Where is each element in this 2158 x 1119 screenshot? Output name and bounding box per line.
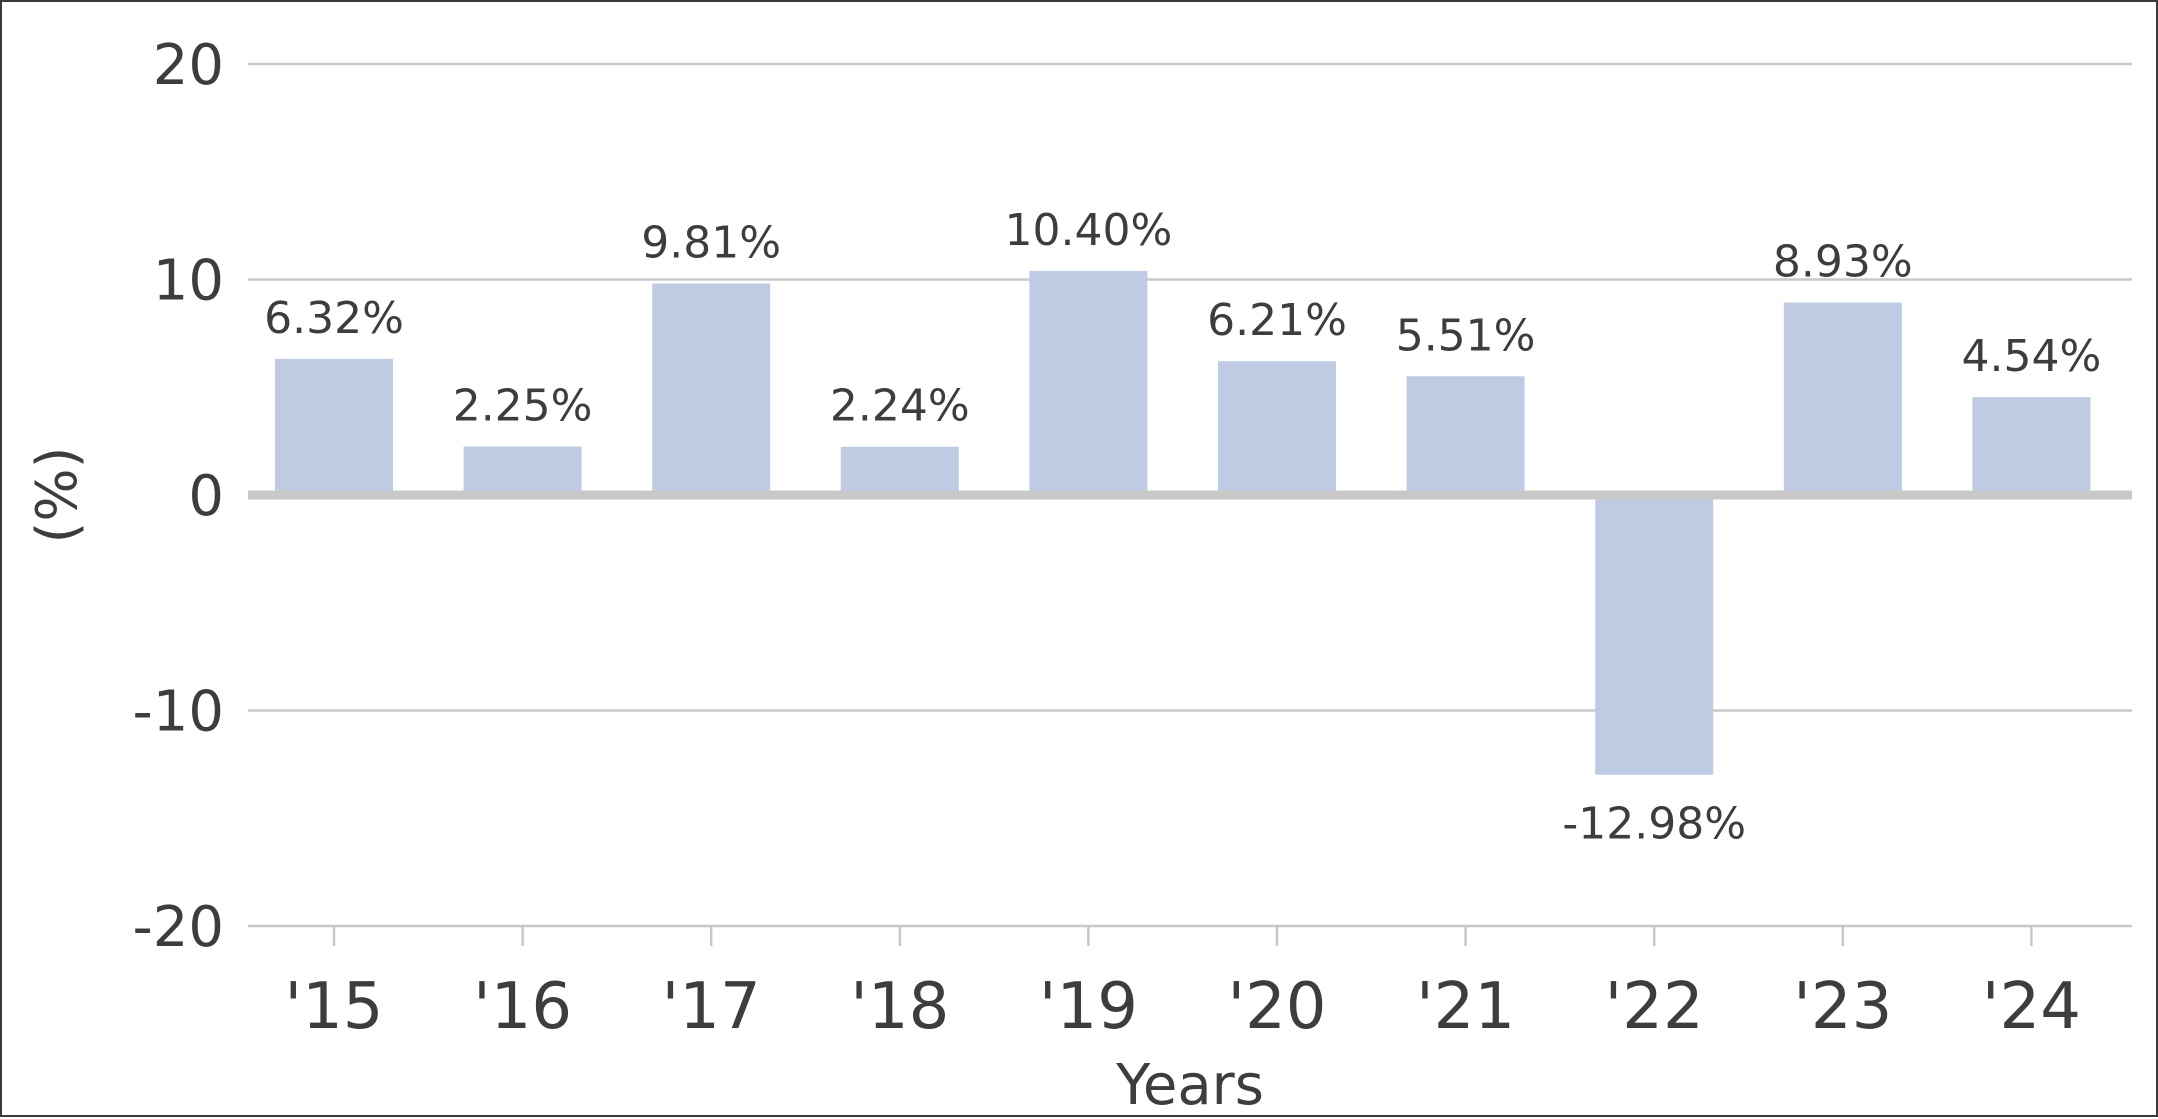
data-label: 9.81%	[641, 218, 781, 269]
bar	[1406, 376, 1525, 495]
bar	[840, 446, 959, 495]
x-tick-label: '17	[662, 970, 761, 1044]
data-label: 10.40%	[1005, 205, 1173, 256]
bar	[1218, 361, 1336, 495]
y-tick-label: -10	[133, 680, 224, 745]
data-label: 6.32%	[264, 293, 404, 344]
data-label: 6.21%	[1207, 295, 1347, 346]
data-label: 2.25%	[453, 381, 593, 432]
bar	[1783, 302, 1902, 495]
x-tick-label: '23	[1793, 970, 1892, 1044]
x-tick-label: '20	[1227, 970, 1326, 1044]
x-tick-labels: '15 '16 '17 '18 '19 '20 '21 '22 '23 '24	[284, 970, 2080, 1044]
data-label: 4.54%	[1962, 331, 2102, 382]
y-tick-labels: 20 10 0 -10 -20	[133, 33, 224, 960]
y-tick-label: 10	[153, 249, 224, 314]
bar	[275, 358, 393, 495]
y-tick-label: -20	[133, 895, 224, 960]
bar	[652, 283, 771, 495]
data-labels: 6.32% 2.25% 9.81% 2.24% 10.40% 6.21% 5.51% -12.…	[264, 205, 2101, 850]
bars	[275, 270, 2091, 775]
bar	[1029, 270, 1148, 495]
data-label: 2.24%	[830, 381, 970, 432]
x-tick-label: '18	[850, 970, 949, 1044]
x-axis-title: Years	[1115, 1053, 1264, 1118]
x-tick-label: '21	[1416, 970, 1515, 1044]
x-tick-label: '15	[284, 970, 383, 1044]
bar	[1972, 397, 2091, 495]
x-tick-label: '16	[473, 970, 572, 1044]
y-tick-label: 0	[188, 464, 224, 529]
data-label: 8.93%	[1773, 237, 1913, 288]
x-tick-label: '19	[1039, 970, 1138, 1044]
bar	[463, 446, 582, 495]
y-tick-label: 20	[153, 33, 224, 98]
data-label: 5.51%	[1396, 310, 1536, 361]
data-label: -12.98%	[1562, 799, 1746, 850]
x-tick-marks	[332, 926, 2033, 946]
gridlines	[248, 62, 2132, 928]
bar	[1595, 495, 1714, 775]
x-tick-label: '24	[1982, 970, 2081, 1044]
y-axis-title: (%)	[25, 447, 90, 544]
x-tick-label: '22	[1605, 970, 1704, 1044]
